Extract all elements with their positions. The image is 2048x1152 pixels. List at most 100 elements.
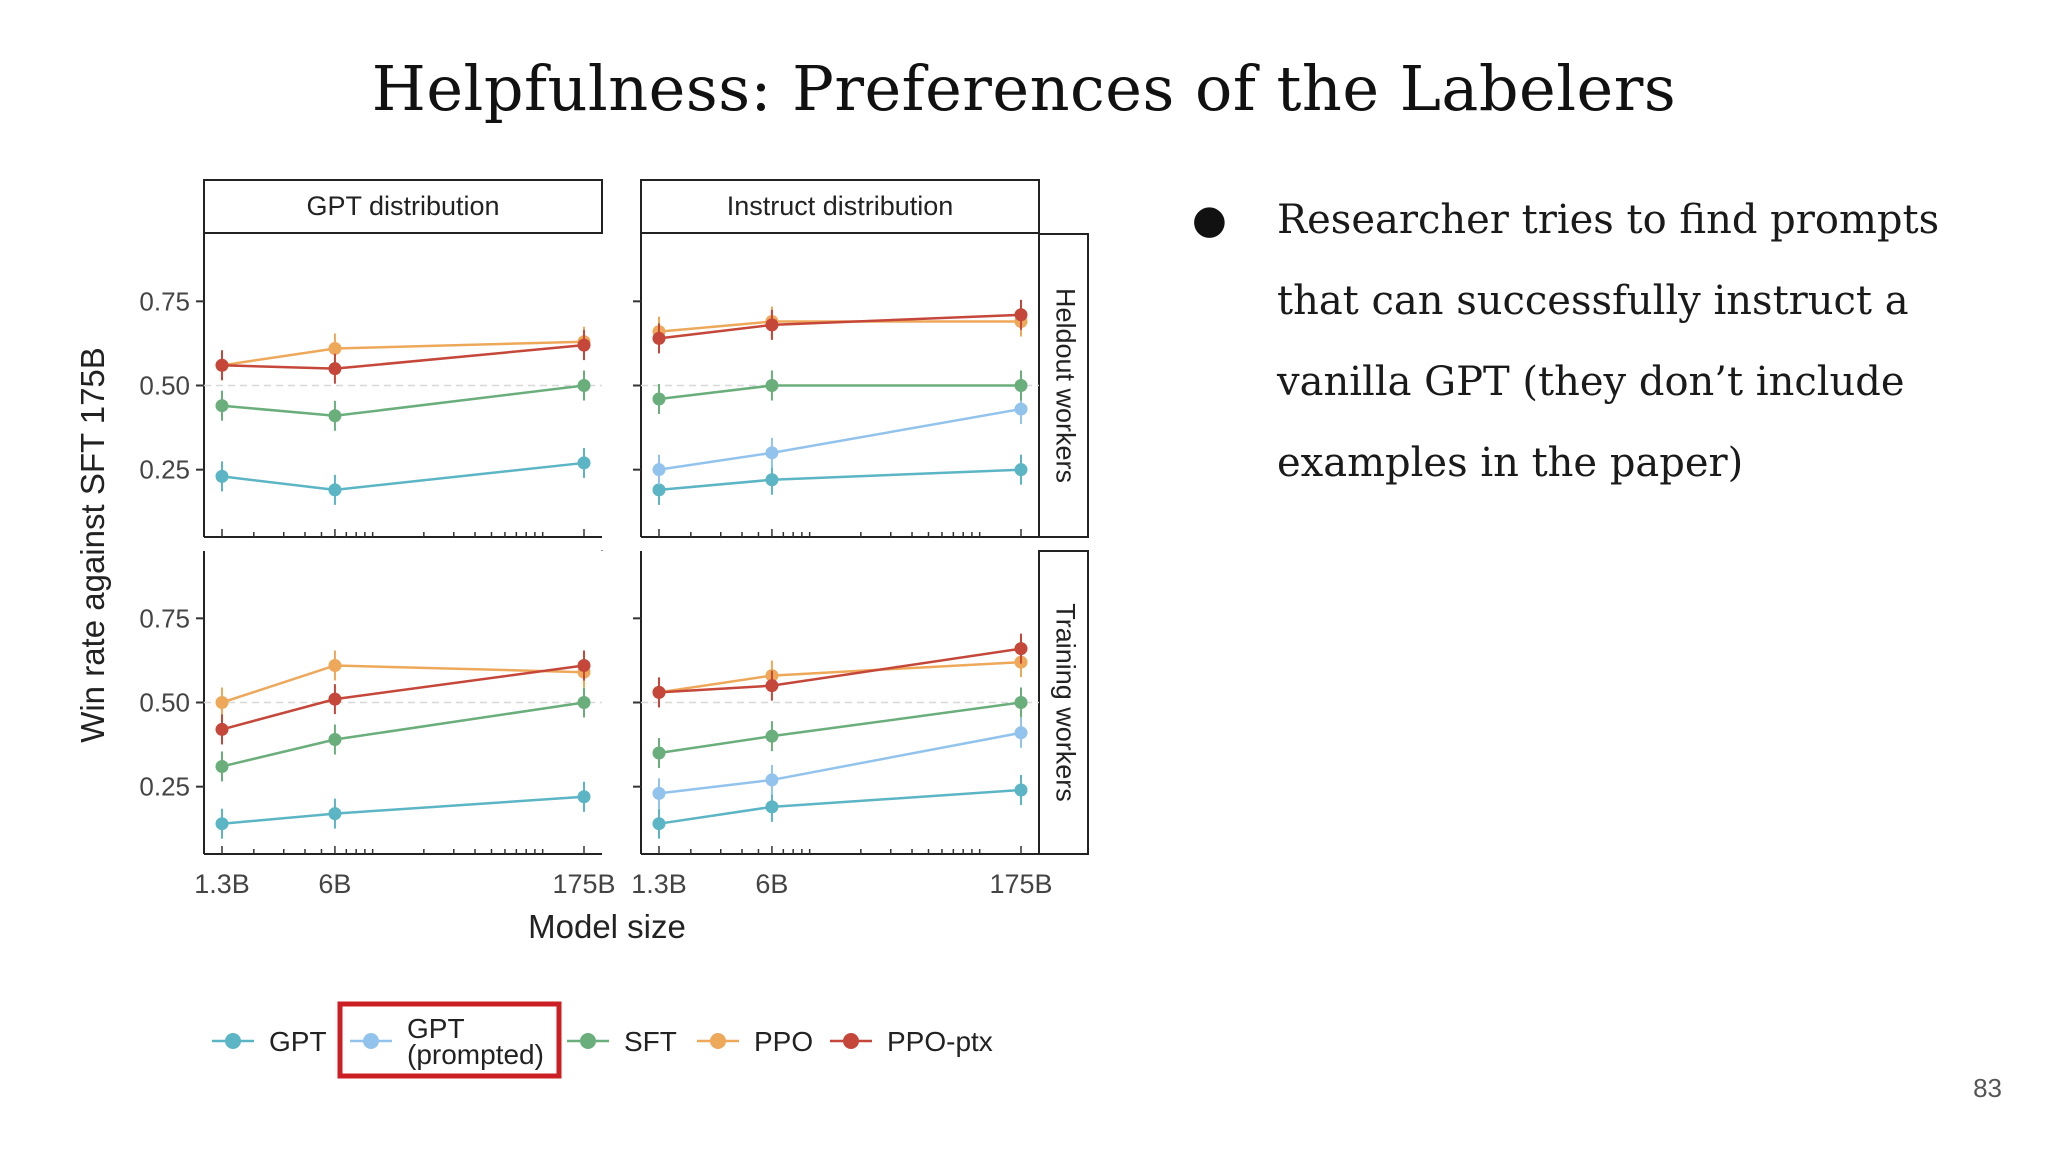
data-point-sft [1014,696,1028,709]
data-point-gpt-prompted [652,463,666,477]
legend-swatch-marker [363,1033,379,1049]
x-tick-label: 175B [552,869,615,899]
y-axis-title: Win rate against SFT 175B [74,347,111,743]
x-tick-label: 6B [318,869,351,899]
data-point-gpt-prompted [765,773,779,787]
data-point-gpt-prompted [765,446,779,460]
data-point-gpt [765,800,779,814]
series-ppo-ptx [215,650,591,745]
x-tick-label: 1.3B [631,869,687,899]
series-sft [215,687,591,782]
series-line-gpt [658,788,1022,825]
x-tick-label: 175B [989,869,1052,899]
y-tick-label: 0.75 [139,603,190,633]
legend-item-sft: SFT [567,1026,677,1057]
data-point-ppo-ptx [577,658,591,672]
legend-swatch-marker [580,1033,596,1049]
data-point-sft [215,759,229,773]
y-tick-label: 0.25 [139,772,190,802]
data-point-ppo-ptx [577,338,591,352]
data-point-gpt-prompted [1014,402,1028,416]
y-tick-label: 0.50 [139,688,190,718]
row-strip-heldout-workers [1038,233,1089,538]
legend-swatch-marker [710,1033,726,1049]
slide-title: Helpfulness: Preferences of the Labelers [371,52,1677,125]
series-ppo [215,326,591,381]
y-tick-label: 0.25 [139,455,190,485]
data-point-sft [328,733,342,747]
series-line-ppo [221,664,585,704]
legend-label: PPO-ptx [887,1026,993,1057]
series-gpt-prompted [652,717,1028,809]
series-line-sft [221,384,585,418]
column-title-instruct-distribution: Instruct distribution [727,191,954,221]
data-point-sft [577,379,591,392]
data-point-gpt [1014,463,1028,477]
row-title-training-workers: Training workers [1050,603,1080,802]
x-tick-label: 1.3B [194,869,250,899]
data-point-ppo [328,341,342,355]
legend-swatch-marker [225,1033,241,1049]
legend-label: GPT [269,1026,327,1057]
legend: GPT GPT(prompted) SFT PPO PPO-ptx [212,1001,993,1079]
data-point-gpt-prompted [1014,726,1028,740]
series-sft [652,687,1028,768]
data-point-sft [652,392,666,406]
legend-item-gpt: GPT [212,1026,327,1057]
bullet-marker: ● [1192,197,1227,243]
series-line-ppo-ptx [658,647,1022,694]
series-ppo [215,650,591,718]
data-point-ppo-ptx [215,722,229,736]
data-point-ppo [328,658,342,672]
x-axis-title: Model size [528,908,686,945]
data-point-ppo-ptx [765,679,779,693]
data-point-sft [765,729,779,743]
series-gpt [652,454,1028,505]
bullet-text: Researcher tries to find prompts that ca… [1277,197,1940,486]
panel-instruct-distribution-training-workers: 1.3B 6B 175B [631,551,1053,899]
page-number: 83 [1973,1073,2002,1103]
series-gpt-prompted [652,394,1028,485]
legend-item-gpt-prompted: GPT(prompted) [350,1013,544,1070]
data-point-gpt [652,817,666,831]
column-strip-gpt-distribution [203,179,603,234]
data-point-ppo [215,696,229,709]
data-point-sft [577,696,591,709]
data-point-ppo-ptx [1014,308,1028,322]
data-point-gpt-prompted [652,786,666,800]
y-tick-label: 0.50 [139,371,190,401]
data-point-ppo-ptx [652,331,666,345]
series-gpt [215,781,591,839]
series-line-sft [658,701,1022,755]
data-point-ppo-ptx [1014,642,1028,656]
series-ppo-ptx [652,299,1028,354]
legend-label: PPO [754,1026,813,1057]
series-line-sft [221,701,585,768]
data-point-gpt [328,483,342,497]
data-point-sft [652,746,666,760]
panel-gpt-distribution-heldout-workers: 0.25 0.50 0.75 [139,233,603,538]
series-line-gpt-prompted [658,407,1022,471]
data-point-ppo-ptx [765,318,779,332]
legend-label: (prompted) [407,1039,544,1070]
data-point-gpt [215,469,229,483]
column-strip-instruct-distribution [640,179,1040,234]
data-point-sft [765,379,779,392]
series-gpt [215,447,591,505]
data-point-gpt [577,456,591,470]
legend-highlight-box [337,1001,562,1079]
legend-label: GPT [407,1013,465,1044]
row-title-heldout-workers: Heldout workers [1050,288,1080,483]
series-ppo-ptx [652,633,1028,708]
legend-label: SFT [624,1026,677,1057]
data-point-gpt [215,817,229,831]
series-line-gpt [658,468,1022,492]
column-title-gpt-distribution: GPT distribution [306,191,499,221]
data-point-ppo-ptx [652,685,666,699]
data-point-ppo-ptx [328,362,342,376]
data-point-ppo-ptx [215,358,229,372]
data-point-gpt [1014,783,1028,797]
series-gpt [652,775,1028,839]
legend-item-ppo: PPO [697,1026,813,1057]
